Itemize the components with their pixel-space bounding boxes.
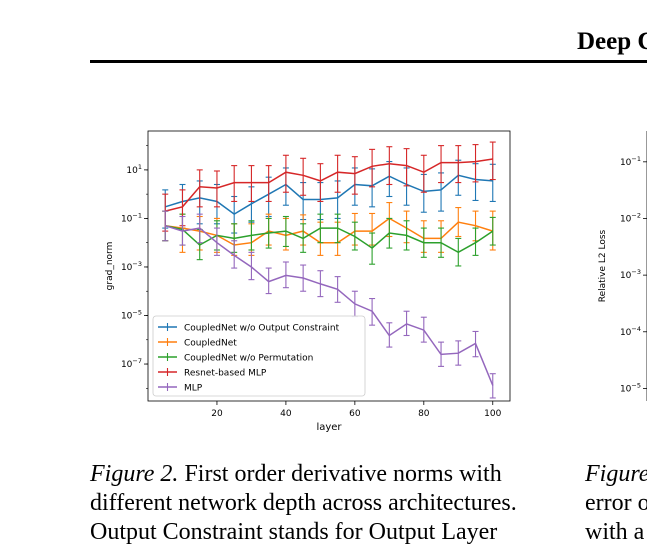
figure-2-caption-text-1: First order derivative norms with xyxy=(178,461,502,487)
y-tick-label: 10−2 xyxy=(620,211,641,224)
figure-2-caption-line-2: different network depth across architect… xyxy=(90,490,517,516)
series-line xyxy=(164,174,493,215)
y-tick-label: 10−1 xyxy=(620,155,641,168)
page-header-title: Deep C xyxy=(577,28,647,55)
grad-norm-plot-frame xyxy=(147,130,511,402)
x-tick-label: 80 xyxy=(418,409,430,419)
grad-norm-x-axis-label: layer xyxy=(316,422,342,433)
legend-entry: CoupledNet w/o Permutation xyxy=(158,353,313,364)
figure-3-caption-line-1: Figure xyxy=(585,460,647,489)
legend-box xyxy=(152,315,366,397)
series-couplednet-w-o-permutation xyxy=(162,210,496,267)
figure-2-caption-line-3: Output Constraint stands for Output Laye… xyxy=(90,519,498,545)
series-mlp xyxy=(162,210,496,399)
y-tick-label: 101 xyxy=(126,163,142,176)
grad-norm-y-axis-label: grad_norm xyxy=(105,242,115,291)
y-tick-label: 10−7 xyxy=(121,357,142,370)
series-couplednet-w-o-output-constraint xyxy=(162,159,496,234)
figure-canvas: 20 40 60 80 100 10−7 10−5 10−3 10−1 101 CoupledNe… xyxy=(105,130,647,433)
series-couplednet xyxy=(162,202,496,256)
y-tick-label: 10−1 xyxy=(121,211,142,224)
legend-entry: CoupledNet w/o Output Constraint xyxy=(158,323,340,334)
figure-2-caption-line-1: Figure 2. First order derivative norms w… xyxy=(90,460,502,489)
series-line xyxy=(165,224,494,254)
y-tick-label: 10−4 xyxy=(620,325,641,338)
series-line xyxy=(165,158,493,212)
legend-label: CoupledNet xyxy=(184,339,237,349)
legend-entry: MLP xyxy=(158,383,203,394)
x-tick-label: 40 xyxy=(280,409,292,419)
x-tick-label: 20 xyxy=(211,409,223,419)
figure-3-caption-line-3: with a xyxy=(585,519,645,545)
legend-entry: CoupledNet xyxy=(158,338,237,349)
legend-label: MLP xyxy=(184,384,203,394)
relative-loss-chart: 10−1 10−2 10−3 10−4 10−5 Relative L2 Loss xyxy=(598,131,647,401)
grad-norm-chart: 20 40 60 80 100 10−7 10−5 10−3 10−1 101 CoupledNe… xyxy=(105,130,511,433)
x-tick-label: 60 xyxy=(349,409,361,419)
series-line xyxy=(165,217,494,246)
y-tick-label: 10−3 xyxy=(121,260,142,273)
figure-2-label: Figure 2. xyxy=(90,461,179,487)
y-tick-label: 10−5 xyxy=(620,381,641,394)
legend-label: CoupledNet w/o Output Constraint xyxy=(184,324,340,334)
legend-label: CoupledNet w/o Permutation xyxy=(184,354,313,364)
series-line xyxy=(164,224,494,386)
figure-3-caption-line-2: error o xyxy=(585,490,647,516)
x-tick-label: 100 xyxy=(484,409,501,419)
relative-loss-axes-ticks: 10−1 10−2 10−3 10−4 10−5 xyxy=(620,155,647,394)
header-rule xyxy=(90,60,647,63)
relative-loss-y-axis-label: Relative L2 Loss xyxy=(598,229,608,302)
legend-label: Resnet-based MLP xyxy=(184,369,267,379)
y-tick-label: 10−5 xyxy=(121,309,142,322)
legend-entry: Resnet-based MLP xyxy=(158,368,267,379)
figure-3-label: Figure xyxy=(585,461,647,487)
y-tick-label: 10−3 xyxy=(620,268,641,281)
grad-norm-legend: CoupledNet w/o Output Constraint CoupledN… xyxy=(152,315,366,397)
grad-norm-series xyxy=(162,141,496,399)
